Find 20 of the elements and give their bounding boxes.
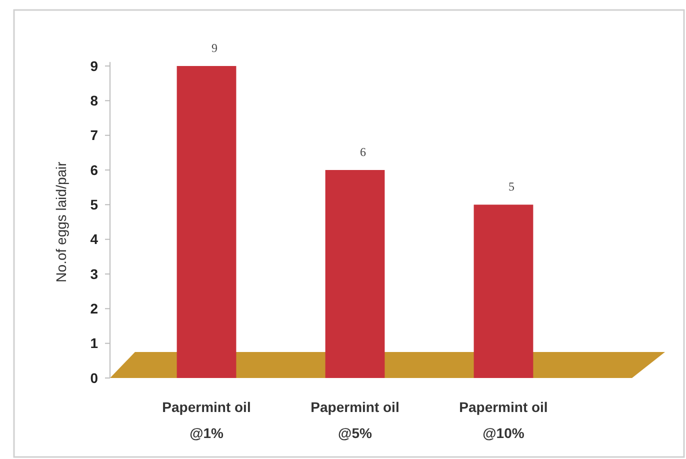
y-tick-label: 7 [90,127,98,144]
bar [474,204,534,378]
data-label: 5 [508,180,514,194]
y-tick-label: 0 [90,370,98,386]
y-tick-label: 4 [90,231,98,248]
y-tick-label: 9 [90,58,98,74]
data-label: 9 [212,41,218,55]
y-tick-label: 8 [90,92,98,109]
y-tick-label: 5 [90,196,98,213]
x-tick-label: Papermint oil @5% [310,399,400,441]
bar [176,66,236,378]
y-tick-label: 3 [90,266,98,282]
x-tick-label: Papermint oil @10% [459,399,548,441]
y-tick-label: 2 [90,300,98,317]
x-tick-label: Papermint oil @1% [162,399,251,441]
bar [325,170,385,378]
y-tick-label: 1 [90,335,98,352]
data-label: 6 [360,145,366,159]
y-tick-label: 6 [90,162,98,178]
y-axis-title: No.of eggs laid/pair [53,161,69,282]
